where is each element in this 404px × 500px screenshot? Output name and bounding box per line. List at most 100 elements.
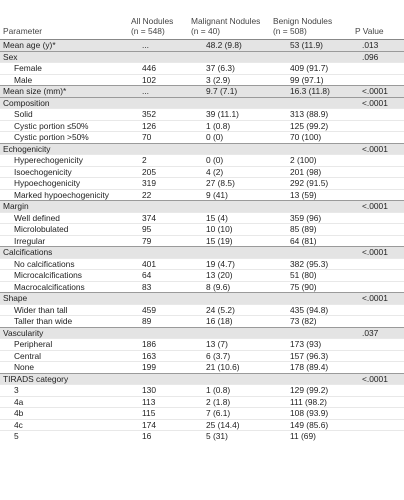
cell-text: 16 (18) (206, 316, 233, 326)
section-row: Margin <.0001 (0, 200, 404, 212)
cell-text: 2 (1.8) (206, 396, 231, 407)
cell-text: Male (14, 74, 33, 85)
cell (270, 96, 352, 109)
cell: 108 (93.9) (270, 407, 352, 419)
cell-text: 51 (80) (290, 270, 317, 280)
cell-text: None (14, 362, 35, 372)
cell-text: 174 (142, 419, 156, 430)
cell-text: 173 (93) (290, 339, 322, 349)
cell-text: 83 (142, 281, 152, 292)
cell-text: 4 (2) (206, 166, 224, 177)
cell-text: 149 (85.6) (290, 419, 329, 430)
cell-text: 186 (142, 339, 156, 349)
cell (352, 407, 404, 419)
cell (352, 165, 404, 178)
cell-text: 89 (142, 316, 152, 326)
cell-text: 205 (142, 166, 156, 177)
cell: Mean size (mm)* (0, 85, 128, 97)
cell: 2 (100) (270, 154, 352, 166)
cell-text: 48.2 (9.8) (206, 40, 242, 50)
cell: 2 (128, 154, 188, 166)
cell: 64 (81) (270, 234, 352, 247)
cell-text: 178 (89.4) (290, 362, 329, 372)
sub-row: None 199 21 (10.6) 178 (89.4) (0, 361, 404, 373)
sub-row: No calcifications 401 19 (4.7) 382 (95.3) (0, 257, 404, 270)
cell: 70 (128, 131, 188, 143)
cell: Calcifications (0, 246, 128, 258)
cell-text: 25 (14.4) (206, 419, 240, 430)
cell: 6 (3.7) (188, 349, 270, 362)
cell-text: <.0001 (362, 143, 388, 154)
cell-text: 3 (14, 385, 19, 395)
cell-text: 4b (14, 408, 24, 418)
cell (352, 177, 404, 189)
cell-text: 102 (142, 74, 156, 85)
section-row: Mean size (mm)*... 9.7 (7.1) 16.3 (11.8) <.… (0, 85, 404, 97)
cell (352, 211, 404, 224)
cell: 113 (128, 395, 188, 408)
cell: 8 (9.6) (188, 280, 270, 293)
cell: 102 (128, 73, 188, 86)
cell-text: 359 (96) (290, 212, 322, 223)
cell-text: 24 (5.2) (206, 304, 235, 315)
cell-text: 22 (142, 189, 152, 200)
cell: 10 (10) (188, 223, 270, 235)
cell: 178 (89.4) (270, 361, 352, 373)
sub-row: Cystic portion >50% 70 0 (0) 70 (100) (0, 131, 404, 143)
cell-text: 99 (97.1) (290, 74, 324, 85)
header-subtext: (n = 40) (191, 26, 221, 36)
cell-text: 319 (142, 178, 156, 188)
cell: Isoechogenicity (0, 165, 128, 178)
cell: 382 (95.3) (270, 257, 352, 270)
cell: 352 (128, 108, 188, 120)
cell-text: Female (14, 63, 42, 73)
cell: Microlobulated (0, 223, 128, 235)
cell (352, 223, 404, 235)
cell: .013 (352, 39, 404, 51)
cell: Male (0, 73, 128, 86)
section-row: Shape <.0001 (0, 292, 404, 304)
section-row: TIRADS category <.0001 (0, 372, 404, 385)
cell: TIRADS category (0, 372, 128, 385)
cell-text: <.0001 (362, 373, 388, 384)
cell (270, 326, 352, 339)
cell-text: 163 (142, 350, 156, 361)
cell: Vascularity (0, 326, 128, 339)
cell: 409 (91.7) (270, 62, 352, 74)
section-row: Vascularity .037 (0, 326, 404, 339)
cell (188, 50, 270, 63)
cell-text: Calcifications (3, 247, 53, 257)
cell-text: 39 (11.1) (206, 109, 239, 119)
cell-text: 15 (19) (206, 235, 233, 246)
cell: 75 (90) (270, 280, 352, 293)
sub-row: Taller than wide 89 16 (18) 73 (82) (0, 315, 404, 327)
cell-text: 37 (6.3) (206, 63, 235, 73)
section-row: Calcifications <.0001 (0, 246, 404, 258)
cell: 4b (0, 407, 128, 419)
cell: 2 (1.8) (188, 395, 270, 408)
header-text: Malignant Nodules (191, 16, 261, 26)
column-header: P Value (352, 0, 404, 40)
cell-text: 129 (99.2) (290, 385, 329, 395)
sub-row: Marked hypoechogenicity 22 9 (41) 13 (59) (0, 188, 404, 201)
cell: 125 (99.2) (270, 119, 352, 132)
cell (352, 303, 404, 316)
cell: <.0001 (352, 372, 404, 385)
cell-text: 19 (4.7) (206, 258, 235, 269)
cell: 13 (59) (270, 188, 352, 201)
cell-text: Marked hypoechogenicity (14, 189, 109, 200)
cell: 25 (14.4) (188, 418, 270, 431)
cell: 85 (89) (270, 223, 352, 235)
cell: 4a (0, 395, 128, 408)
cell: 149 (85.6) (270, 418, 352, 431)
cell-text: 79 (142, 235, 152, 246)
cell: Female (0, 62, 128, 74)
cell-text: Solid (14, 109, 33, 119)
cell: ... (128, 85, 188, 97)
cell-text: 130 (142, 385, 156, 395)
cell: 89 (128, 315, 188, 327)
cell: 7 (6.1) (188, 407, 270, 419)
sub-row: 4a 113 2 (1.8) 111 (98.2) (0, 395, 404, 408)
cell: Irregular (0, 234, 128, 247)
cell (352, 384, 404, 396)
